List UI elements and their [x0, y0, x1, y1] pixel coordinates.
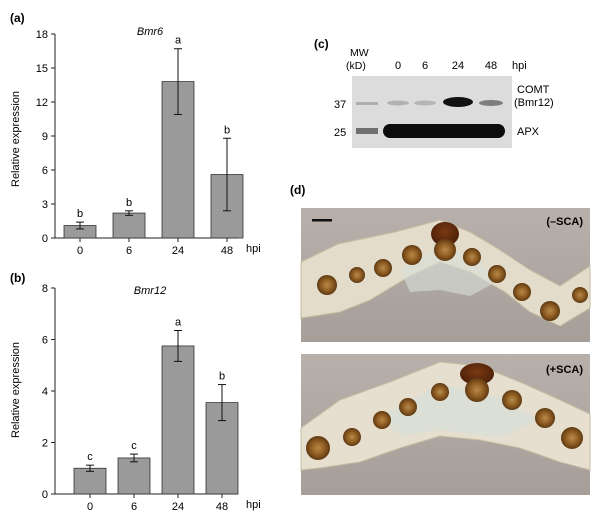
y-tick-label: 18: [36, 29, 48, 41]
bar: [112, 212, 146, 239]
x-axis: 0 6 24 48: [55, 237, 238, 257]
condition-label: (–SCA): [546, 216, 583, 228]
bar: [205, 402, 239, 495]
marker-band: [356, 128, 378, 134]
band-label-apx: APX: [517, 126, 540, 138]
significance-letter: b: [77, 208, 83, 220]
comt-band-6: [414, 100, 436, 106]
comt-band-48: [479, 100, 503, 106]
apx-band: [383, 124, 505, 138]
lane-unit: hpi: [512, 60, 527, 72]
mw-marker-37: 37: [334, 99, 346, 111]
x-tick-label: 0: [87, 501, 93, 513]
x-tick-label: 48: [221, 245, 233, 257]
mesophyll: [400, 246, 500, 296]
mesophyll: [380, 384, 540, 438]
bundle-sheath-cap: [460, 363, 494, 385]
chart-title: Bmr12: [134, 285, 166, 297]
bmr6-bar-chart: Bmr6 Relative expression hpi 0369121518 …: [10, 26, 261, 257]
y-tick-label: 2: [42, 438, 48, 450]
western-blot: MW (kD) 0 6 24 48 hpi 37 25 COMT (Bmr12)…: [334, 47, 554, 148]
bar: [117, 457, 151, 495]
bundle-sheath-cap: [431, 222, 459, 246]
y-axis-label: Relative expression: [10, 342, 22, 438]
panel-label-a: (a): [10, 11, 25, 25]
y-axis: 0 2 4 6 8: [42, 283, 56, 501]
x-tick-label: 6: [131, 501, 137, 513]
significance-letter: c: [87, 451, 93, 463]
x-axis-label: hpi: [246, 243, 261, 255]
significance-letter: b: [219, 371, 225, 383]
micrograph-plus-sca: (+SCA): [300, 354, 591, 495]
significance-letter: a: [175, 35, 182, 47]
mw-marker-25: 25: [334, 127, 346, 139]
x-tick-label: 24: [172, 245, 184, 257]
micrograph-minus-sca: (–SCA): [300, 208, 591, 342]
y-tick-label: 3: [42, 199, 48, 211]
significance-letter: b: [224, 124, 230, 136]
lane-label: 0: [395, 60, 401, 72]
marker-band: [356, 102, 378, 105]
bar: [161, 345, 195, 495]
band-label-comt: COMT: [517, 84, 550, 96]
panel-label-c: (c): [314, 37, 329, 51]
x-tick-label: 0: [77, 245, 83, 257]
y-tick-label: 8: [42, 283, 48, 295]
significance-letter: c: [131, 440, 137, 452]
y-axis-label: Relative expression: [10, 91, 22, 187]
x-axis: 0 6 24 48: [55, 493, 238, 513]
bar: [73, 467, 107, 495]
bundle-sheath-cells: [306, 378, 583, 460]
y-tick-label: 15: [36, 63, 48, 75]
x-tick-label: 24: [172, 501, 184, 513]
bars: c c a b: [73, 316, 239, 495]
significance-letter: b: [126, 197, 132, 209]
panel-label-d: (d): [290, 183, 305, 197]
comt-band-24: [443, 97, 473, 107]
bundle-sheath-cells: [317, 239, 588, 321]
panel-label-b: (b): [10, 271, 25, 285]
lane-label: 6: [422, 60, 428, 72]
x-tick-label: 6: [126, 245, 132, 257]
lane-label: 48: [485, 60, 497, 72]
kd-header: (kD): [346, 60, 366, 72]
condition-label: (+SCA): [546, 364, 583, 376]
chart-title: Bmr6: [137, 26, 164, 38]
y-tick-label: 6: [42, 335, 48, 347]
scale-bar: [312, 219, 332, 222]
mw-header: MW: [350, 47, 369, 59]
x-axis-label: hpi: [246, 499, 261, 511]
y-tick-label: 4: [42, 386, 48, 398]
band-label-bmr12: (Bmr12): [514, 97, 554, 109]
y-tick-label: 0: [42, 489, 48, 501]
y-tick-label: 12: [36, 97, 48, 109]
x-tick-label: 48: [216, 501, 228, 513]
lane-label: 24: [452, 60, 464, 72]
comt-band-0: [387, 100, 409, 106]
y-tick-label: 6: [42, 165, 48, 177]
y-tick-label: 9: [42, 131, 48, 143]
significance-letter: a: [175, 316, 182, 328]
bars: b b a b: [63, 35, 244, 239]
y-tick-label: 0: [42, 233, 48, 245]
y-axis: 0 3 6 9 12 15 18: [36, 29, 56, 245]
